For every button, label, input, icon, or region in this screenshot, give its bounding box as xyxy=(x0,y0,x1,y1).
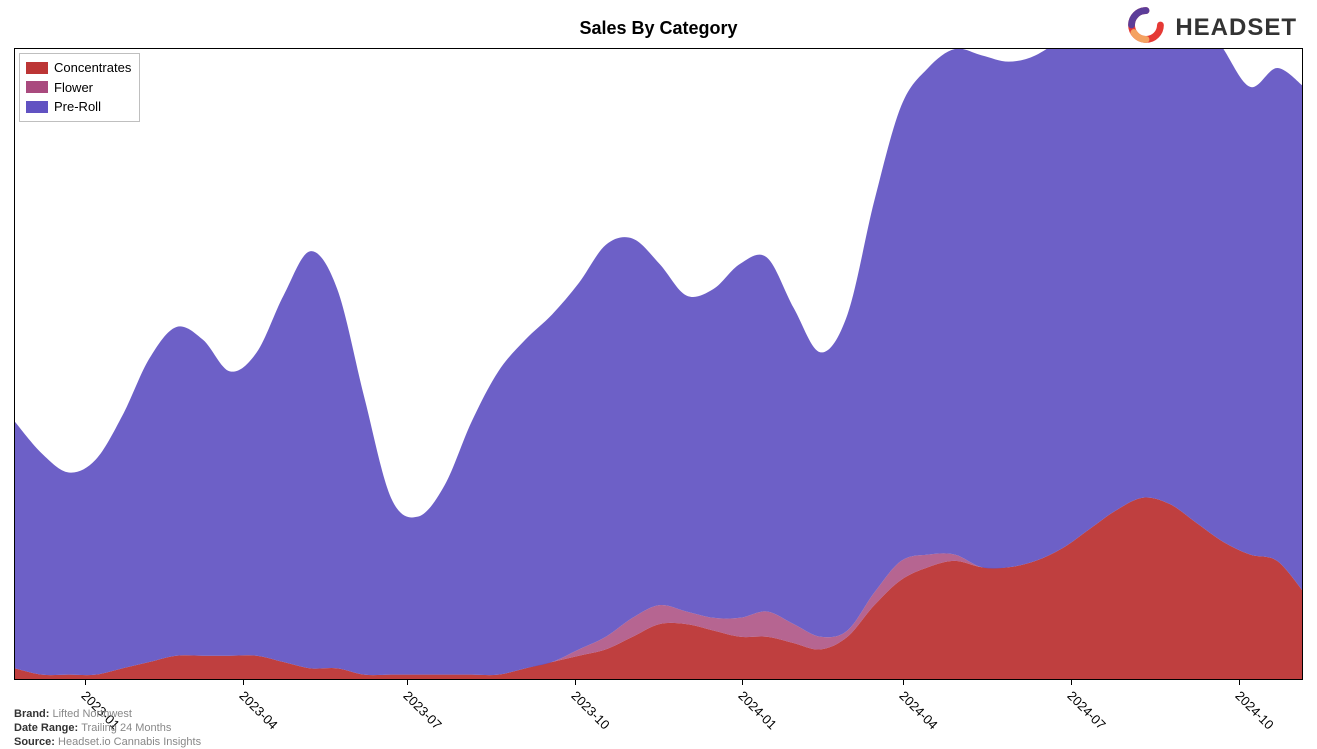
x-tick-label: 2024-10 xyxy=(1232,688,1276,732)
x-tick-mark xyxy=(903,680,904,685)
footer-value: Lifted Northwest xyxy=(53,708,132,720)
legend-swatch xyxy=(26,62,48,74)
footer-line: Brand: Lifted Northwest xyxy=(14,708,201,722)
x-tick-mark xyxy=(1239,680,1240,685)
footer-line: Source: Headset.io Cannabis Insights xyxy=(14,736,201,749)
x-tick-mark xyxy=(1071,680,1072,685)
x-tick-label: 2024-07 xyxy=(1064,688,1108,732)
legend-item: Flower xyxy=(26,78,131,98)
x-tick-mark xyxy=(407,680,408,685)
x-tick-label: 2023-04 xyxy=(237,688,281,732)
legend-swatch xyxy=(26,101,48,113)
footer-value: Headset.io Cannabis Insights xyxy=(58,736,201,748)
chart-footer-metadata: Brand: Lifted NorthwestDate Range: Trail… xyxy=(14,708,201,749)
footer-value: Trailing 24 Months xyxy=(81,722,171,734)
brand-logo: HEADSET xyxy=(1127,6,1297,49)
headset-icon xyxy=(1127,6,1165,49)
brand-logo-text: HEADSET xyxy=(1175,14,1297,42)
legend-swatch xyxy=(26,81,48,93)
footer-key: Brand: xyxy=(14,708,53,720)
x-tick-label: 2024-01 xyxy=(736,688,780,732)
x-tick-mark xyxy=(243,680,244,685)
chart-plot-area: ConcentratesFlowerPre-Roll xyxy=(14,48,1303,680)
chart-title: Sales By Category xyxy=(0,18,1317,39)
legend-item: Concentrates xyxy=(26,58,131,78)
footer-key: Source: xyxy=(14,736,58,748)
x-tick-label: 2023-07 xyxy=(401,688,445,732)
legend-item: Pre-Roll xyxy=(26,97,131,117)
x-tick-mark xyxy=(575,680,576,685)
footer-key: Date Range: xyxy=(14,722,81,734)
stacked-area-svg xyxy=(15,49,1303,680)
x-tick-label: 2023-10 xyxy=(568,688,612,732)
x-tick-mark xyxy=(742,680,743,685)
legend-label: Flower xyxy=(54,78,93,98)
x-tick-mark xyxy=(85,680,86,685)
legend-label: Concentrates xyxy=(54,58,131,78)
footer-line: Date Range: Trailing 24 Months xyxy=(14,722,201,736)
chart-legend: ConcentratesFlowerPre-Roll xyxy=(19,53,140,122)
x-tick-label: 2024-04 xyxy=(897,688,941,732)
legend-label: Pre-Roll xyxy=(54,97,101,117)
